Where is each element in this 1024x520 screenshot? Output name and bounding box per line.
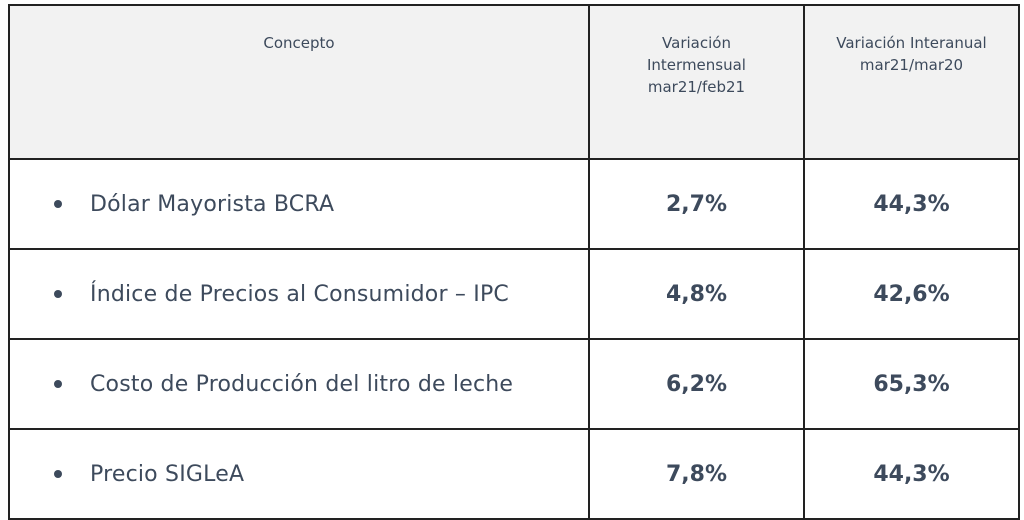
bullet-icon [54,290,62,298]
header-concept-label: Concepto [263,34,335,52]
header-monthly-line-2: Intermensual [647,56,746,74]
variation-table: Concepto Variación Intermensual mar21/fe… [8,4,1020,520]
table-row: Dólar Mayorista BCRA 2,7% 44,3% [8,158,1020,250]
table-container: Concepto Variación Intermensual mar21/fe… [8,4,1020,520]
header-annual-line-1: Variación Interanual [836,34,987,52]
annual-value: 65,3% [803,338,1020,430]
concept-label: Dólar Mayorista BCRA [90,191,335,217]
table-header-row: Concepto Variación Intermensual mar21/fe… [8,4,1020,160]
concept-label: Índice de Precios al Consumidor – IPC [90,281,509,307]
header-annual-line-2: mar21/mar20 [859,56,964,74]
concept-cell: Índice de Precios al Consumidor – IPC [8,248,590,340]
header-annual-variation: Variación Interanual mar21/mar20 [803,4,1020,160]
monthly-value: 6,2% [588,338,805,430]
table-row: Índice de Precios al Consumidor – IPC 4,… [8,248,1020,340]
bullet-icon [54,470,62,478]
bullet-icon [54,200,62,208]
header-concept: Concepto [8,4,590,160]
header-monthly-variation: Variación Intermensual mar21/feb21 [588,4,805,160]
monthly-value: 4,8% [588,248,805,340]
annual-value: 44,3% [803,158,1020,250]
monthly-value: 7,8% [588,428,805,520]
concept-cell: Dólar Mayorista BCRA [8,158,590,250]
concept-label: Precio SIGLeA [90,461,245,487]
monthly-value: 2,7% [588,158,805,250]
table-row: Costo de Producción del litro de leche 6… [8,338,1020,430]
header-monthly-line-3: mar21/feb21 [647,78,746,96]
concept-cell: Costo de Producción del litro de leche [8,338,590,430]
table-row: Precio SIGLeA 7,8% 44,3% [8,428,1020,520]
annual-value: 44,3% [803,428,1020,520]
concept-label: Costo de Producción del litro de leche [90,371,514,397]
annual-value: 42,6% [803,248,1020,340]
concept-cell: Precio SIGLeA [8,428,590,520]
header-monthly-line-1: Variación [662,34,731,52]
bullet-icon [54,380,62,388]
